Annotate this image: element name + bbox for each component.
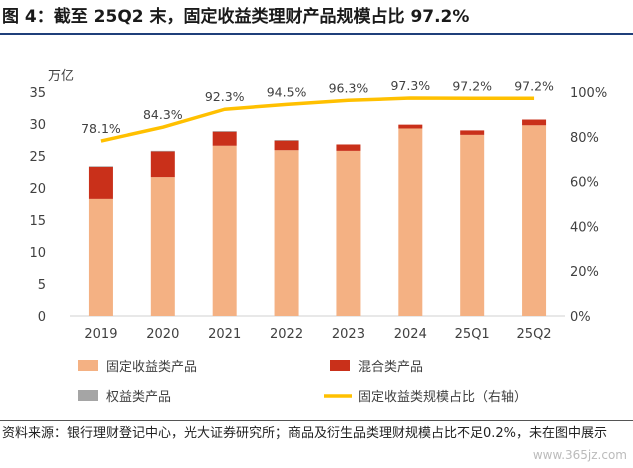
stacked-bar-line-chart: 万亿 0 5 10 15 20 25 30 35 0% 20% 40% 60% 80% 100% 2019 20… [29, 69, 607, 405]
bar-segment [88, 166, 113, 199]
bar-segment [212, 131, 237, 146]
y2-tick-label: 40% [570, 220, 599, 235]
legend-label: 固定收益类规模占比（右轴） [358, 390, 527, 405]
bar-segment [150, 177, 175, 316]
legend-label: 权益类产品 [106, 389, 171, 405]
bar-segment [212, 131, 237, 132]
bar-segment [88, 166, 113, 167]
figure-title: 图 4：截至 25Q2 末，固定收益类理财产品规模占比 97.2% [2, 7, 470, 27]
y2-tick-label: 80% [570, 131, 599, 146]
share-data-label: 97.3% [390, 78, 430, 93]
x-tick-label: 25Q1 [455, 327, 490, 342]
x-tick-label: 2019 [84, 327, 117, 342]
watermark-text: www.365jz.com [532, 448, 627, 462]
y-tick-label: 35 [29, 86, 46, 101]
source-note: 资料来源：银行理财登记中心，光大证券研究所；商品及衍生品类理财规模占比不足0.2… [2, 426, 608, 441]
share-data-label: 78.1% [81, 121, 121, 136]
bar-segment [522, 125, 547, 316]
bar-segment [522, 119, 547, 126]
y-tick-label: 30 [29, 118, 46, 133]
legend-swatch [78, 360, 98, 371]
bar-segment [460, 134, 485, 316]
share-data-label: 84.3% [143, 107, 183, 122]
legend-label: 混合类产品 [358, 360, 423, 375]
bar-segment [398, 124, 423, 129]
legend-swatch [78, 390, 98, 401]
share-data-label: 97.2% [452, 78, 492, 93]
share-data-label: 96.3% [329, 80, 369, 95]
y-tick-label: 15 [29, 214, 46, 229]
source-divider [0, 420, 633, 421]
x-tick-label: 25Q2 [517, 327, 552, 342]
y-tick-label: 5 [38, 278, 46, 293]
share-data-label: 92.3% [205, 89, 245, 104]
x-tick-label: 2023 [332, 327, 365, 342]
y2-tick-label: 20% [570, 265, 599, 280]
legend-swatch [330, 360, 350, 371]
bar-segment [274, 150, 299, 316]
y2-tick-label: 100% [570, 86, 607, 101]
x-tick-label: 2022 [270, 327, 303, 342]
y2-tick-label: 60% [570, 176, 599, 191]
bar-segment [336, 144, 361, 151]
bar-segment [212, 145, 237, 316]
y-tick-label: 0 [38, 310, 46, 325]
bar-segment [460, 130, 485, 135]
x-tick-label: 2020 [146, 327, 179, 342]
y2-tick-label: 0% [570, 310, 591, 325]
share-line [100, 96, 535, 143]
share-data-label: 97.2% [514, 78, 554, 93]
x-tick-label: 2021 [208, 327, 241, 342]
share-data-label: 94.5% [267, 84, 307, 99]
bar-segment [274, 140, 299, 151]
bar-segment [150, 150, 175, 152]
y-tick-label: 25 [29, 150, 46, 165]
x-tick-label: 2024 [394, 327, 427, 342]
y-tick-label: 10 [29, 246, 46, 261]
bar-segment [398, 128, 423, 316]
y-tick-label: 20 [29, 182, 46, 197]
bar-segment [150, 151, 175, 178]
bar-segment [274, 140, 299, 141]
title-divider [0, 33, 633, 35]
y-axis-unit: 万亿 [48, 69, 74, 84]
bar-segment [88, 198, 113, 316]
bar-segment [336, 150, 361, 316]
legend-label: 固定收益类产品 [106, 360, 197, 375]
